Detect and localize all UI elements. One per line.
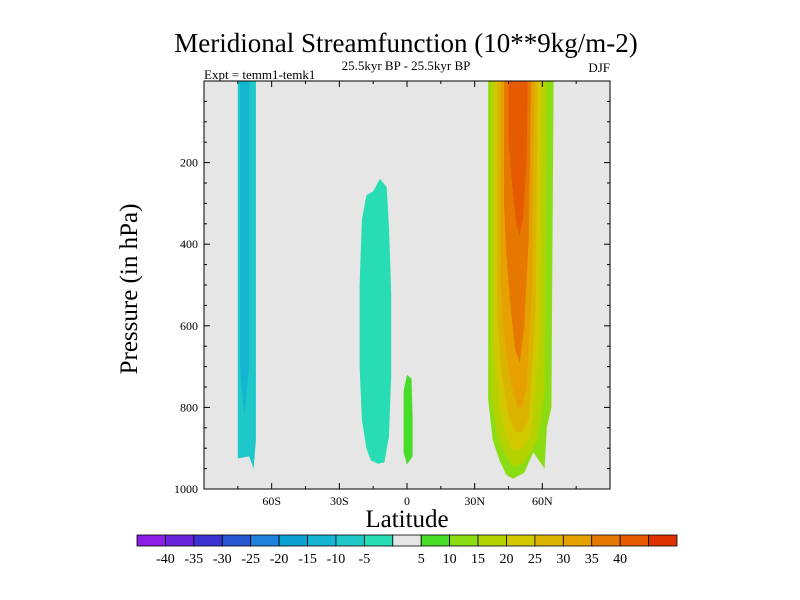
colorbar: -40 -35 -30 -25 -20 -15 -10 -5 5 10 15 20 25 30 35 40 [136,534,678,567]
x-tick-label: 30S [330,494,349,508]
colorbar-box [278,534,308,547]
colorbar-label: -30 [213,552,232,567]
contour-equatorial-cell [403,374,413,465]
x-tick-label: 0 [404,494,410,508]
x-tick-label: 60S [262,494,281,508]
y-tick-label: 400 [180,237,198,251]
colorbar-label: 20 [499,552,513,567]
colorbar-box [420,534,451,547]
colorbar-box [335,534,365,547]
x-tick-label: 60N [532,494,553,508]
colorbar-label: -25 [241,552,260,567]
contour-fills [237,81,554,479]
colorbar-box [250,534,280,547]
contour-south-polar-cell-core [240,81,250,416]
colorbar-box [449,534,479,547]
colorbar-box [392,534,422,547]
colorbar-label: 40 [613,552,627,567]
colorbar-box [193,534,223,547]
chart-title: Meridional Streamfunction (10**9kg/m-2) [174,28,637,58]
colorbar-box [221,534,252,547]
colorbar-label: -15 [298,552,317,567]
colorbar-label: -20 [270,552,289,567]
colorbar-box [648,534,678,547]
y-tick-label: 800 [180,400,198,414]
colorbar-box [619,534,649,547]
y-tick-label: 1000 [174,482,198,496]
period-label: 25.5kyr BP - 25.5kyr BP [342,58,471,73]
colorbar-box [136,534,166,547]
colorbar-label: 25 [528,552,542,567]
colorbar-label: 30 [556,552,570,567]
colorbar-label: -10 [327,552,346,567]
colorbar-label: 35 [585,552,599,567]
colorbar-label: 15 [471,552,485,567]
colorbar-label: -5 [359,552,371,567]
experiment-label: Expt = temm1-temk1 [204,67,315,82]
y-tick-label: 200 [180,156,198,170]
axis-ticks: 60S 30S 0 30N 60N 200 400 600 800 1000 [174,81,610,508]
season-label: DJF [588,60,610,75]
colorbar-box [165,534,195,547]
colorbar-box [562,534,593,547]
x-axis-label: Latitude [365,506,448,533]
colorbar-label: -40 [156,552,175,567]
colorbar-label: 5 [418,552,425,567]
contour-south-subtropical-cell [359,178,392,464]
colorbar-box [506,534,536,547]
y-axis-label: Pressure (in hPa) [116,204,143,375]
colorbar-box [591,534,621,547]
colorbar-box [363,534,394,547]
colorbar-box [534,534,564,547]
contour-north-cell-40 [508,81,528,236]
y-tick-label: 600 [180,319,198,333]
colorbar-label: 10 [443,552,457,567]
colorbar-box [307,534,337,547]
colorbar-box [477,534,507,547]
colorbar-label: -35 [185,552,204,567]
x-tick-label: 30N [464,494,485,508]
